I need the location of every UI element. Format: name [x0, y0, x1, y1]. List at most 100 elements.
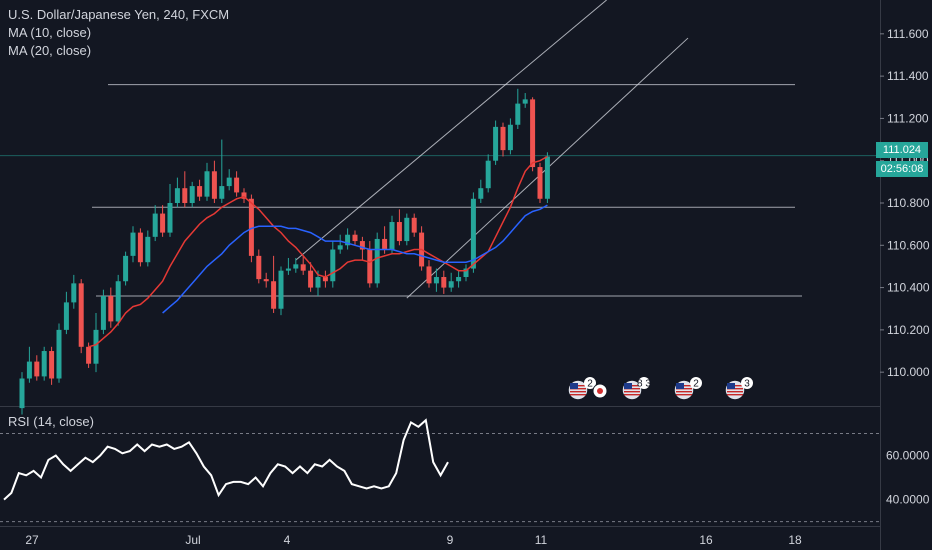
candle-body	[93, 329, 99, 364]
candle-body	[315, 277, 321, 288]
flag-stripe	[624, 394, 640, 396]
flag-canton	[676, 383, 684, 389]
horizontal-levels[interactable]	[0, 84, 880, 297]
candle	[515, 88, 521, 129]
candle-body	[337, 245, 343, 250]
event-badge[interactable]: 2	[567, 377, 608, 401]
candlesticks	[19, 88, 550, 415]
candle	[234, 171, 240, 197]
moving-averages	[88, 155, 548, 348]
flag-canton	[624, 383, 632, 389]
candle-body	[530, 99, 536, 168]
candle-body	[248, 198, 254, 256]
candle-body	[433, 277, 439, 284]
candle	[463, 264, 469, 282]
candle-body	[478, 188, 484, 199]
candle	[167, 183, 173, 237]
candle	[345, 228, 351, 250]
price-tick-label: 111.200	[887, 111, 929, 125]
candle-body	[271, 281, 277, 309]
event-badge[interactable]: 8 3	[621, 377, 651, 401]
candle-body	[515, 103, 521, 125]
rsi-legend[interactable]: RSI (14, close)	[8, 414, 94, 429]
candle-body	[522, 99, 528, 104]
candle	[226, 169, 232, 191]
candle	[396, 209, 402, 246]
candle-body	[41, 351, 47, 377]
candle-body	[485, 160, 491, 189]
flag-stripe	[676, 391, 692, 393]
candle-body	[137, 232, 143, 263]
candle	[115, 274, 121, 326]
candle	[300, 255, 306, 275]
candle-body	[19, 378, 25, 409]
candle-body	[493, 126, 499, 161]
candle-body	[345, 234, 351, 246]
event-badge[interactable]: 3	[724, 377, 753, 401]
flag-stripe	[570, 391, 586, 393]
candle	[271, 255, 277, 313]
symbol-title[interactable]: U.S. Dollar/Japanese Yen, 240, FXCM	[8, 7, 230, 22]
flag-stripe	[676, 394, 692, 396]
candle	[507, 118, 513, 155]
price-tick-label: 110.000	[887, 365, 930, 379]
candle-body	[404, 217, 410, 242]
candle	[530, 97, 536, 172]
flag-canton	[727, 383, 735, 389]
candle-body	[359, 241, 365, 250]
ma20-legend[interactable]: MA (20, close)	[8, 43, 92, 58]
time-tick-label: 9	[447, 533, 454, 547]
candle-body	[382, 238, 388, 250]
candle-body	[367, 249, 373, 284]
candle	[41, 346, 47, 381]
candle	[108, 287, 114, 328]
candle-body	[211, 171, 217, 199]
rsi-pane	[0, 418, 880, 523]
price-tick-label: 110.800	[887, 196, 930, 210]
candle	[544, 152, 550, 203]
rsi-tick-label: 60.0000	[886, 448, 930, 462]
candle	[374, 232, 380, 288]
candle	[278, 266, 284, 316]
time-tick-label: Jul	[185, 533, 200, 547]
candle	[256, 249, 262, 284]
candle	[241, 188, 247, 203]
candle-body	[123, 255, 129, 282]
badge-count-bg	[638, 377, 650, 389]
candle-body	[49, 351, 55, 379]
candle	[322, 270, 328, 288]
event-badges[interactable]: 2 8 3 2 3	[567, 377, 753, 401]
candle	[26, 346, 32, 383]
candle-body	[78, 283, 84, 347]
candle	[56, 323, 62, 383]
badge-count: 2	[693, 379, 699, 390]
candle-body	[263, 279, 269, 282]
candle	[404, 213, 410, 246]
event-badge[interactable]: 2	[673, 377, 702, 401]
flag-stripe	[727, 391, 743, 393]
candle-body	[130, 232, 136, 256]
candle-body	[463, 268, 469, 278]
candle-body	[197, 186, 203, 197]
badge-count: 2	[587, 379, 593, 390]
candle	[522, 93, 528, 108]
candle-body	[152, 213, 158, 237]
flag-stripe	[727, 394, 743, 396]
rsi-tick-label: 40.0000	[886, 493, 930, 507]
candle	[389, 215, 395, 254]
price-tick-label: 110.200	[887, 323, 930, 337]
price-tick-label: 110.600	[887, 238, 930, 252]
candle	[100, 289, 106, 335]
candle	[152, 205, 158, 242]
candle-body	[108, 296, 114, 322]
candle	[78, 279, 84, 354]
ma10-legend[interactable]: MA (10, close)	[8, 25, 92, 40]
candle-body	[448, 281, 454, 288]
ma20-line	[162, 204, 548, 314]
candle	[197, 179, 203, 201]
candle-body	[63, 302, 69, 330]
candle	[433, 268, 439, 292]
candle	[426, 260, 432, 288]
candle-body	[34, 361, 40, 377]
